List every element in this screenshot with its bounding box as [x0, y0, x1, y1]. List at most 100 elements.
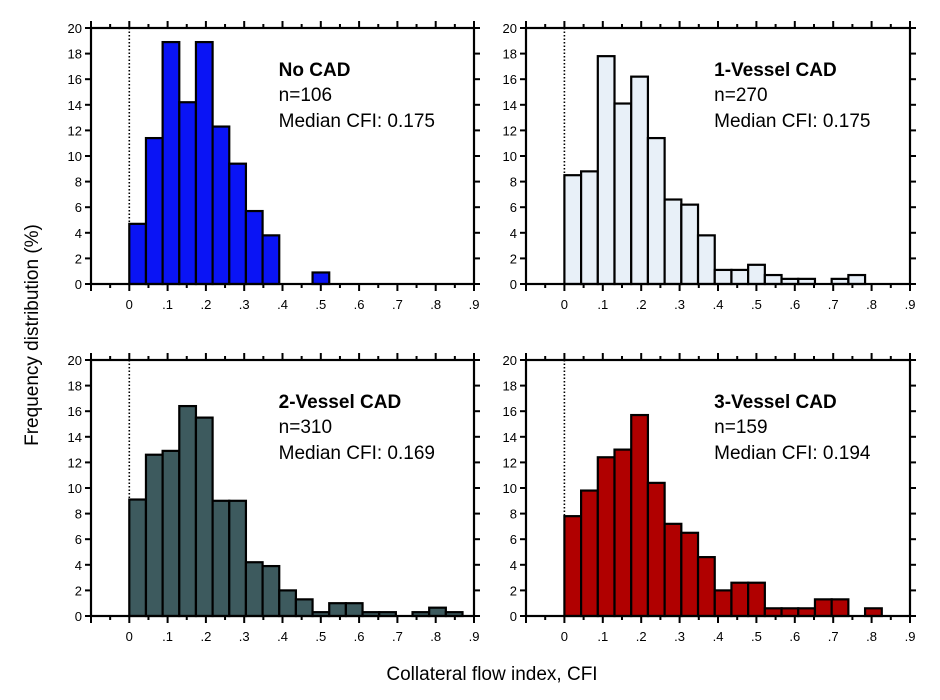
x-tick-label: .4	[277, 297, 288, 312]
histogram-bar	[663, 522, 683, 618]
histogram-bar	[747, 581, 766, 618]
histogram-bar	[144, 453, 164, 618]
panel-title: 1-Vessel CAD	[714, 60, 837, 81]
x-tick-label: .4	[713, 297, 724, 312]
y-tick-label: 2	[510, 251, 517, 266]
x-tick-label: .6	[354, 629, 365, 644]
histogram-bar	[646, 481, 666, 618]
x-tick-label: .5	[315, 297, 326, 312]
y-tick-label: 20	[503, 353, 517, 368]
panel-n-label: n=270	[714, 85, 767, 106]
y-tick-label: 0	[510, 277, 517, 292]
y-tick-label: 14	[503, 430, 517, 445]
y-tick-label: 2	[75, 583, 82, 598]
y-tick-label: 8	[510, 507, 517, 522]
histogram-bar	[178, 101, 198, 286]
y-tick-label: 18	[68, 47, 82, 62]
histogram-bar	[580, 489, 599, 618]
histogram-bar	[663, 198, 683, 286]
x-tick-label: .8	[430, 297, 441, 312]
histogram-bar	[161, 40, 181, 286]
histogram-bar	[730, 268, 750, 286]
histogram-bar	[244, 561, 264, 618]
histogram-bar	[311, 271, 331, 286]
y-tick-label: 8	[510, 175, 517, 190]
x-tick-label: 0	[561, 297, 568, 312]
histogram-bar	[630, 413, 650, 618]
histogram-bar	[696, 556, 716, 618]
y-tick-label: 8	[75, 507, 82, 522]
histogram-bar	[580, 170, 599, 286]
y-tick-label: 6	[75, 532, 82, 547]
x-tick-label: 0	[561, 629, 568, 644]
y-tick-label: 20	[68, 21, 82, 36]
histogram-bar	[428, 606, 447, 618]
x-tick-label: .3	[239, 297, 250, 312]
histogram-bar	[613, 102, 633, 286]
histogram-bar	[244, 209, 264, 286]
y-tick-label: 20	[503, 21, 517, 36]
histogram-bar	[713, 589, 733, 618]
histogram-bar	[261, 234, 281, 286]
y-tick-label: 10	[503, 149, 517, 164]
x-tick-label: .3	[674, 297, 685, 312]
histogram-bar	[813, 598, 833, 618]
histogram-bar	[830, 598, 850, 618]
histogram-bar	[194, 40, 214, 286]
histogram-bar	[278, 589, 298, 618]
histogram-bar	[328, 602, 347, 618]
panel-n-label: n=106	[279, 85, 332, 106]
y-tick-label: 18	[503, 379, 517, 394]
y-tick-label: 12	[68, 123, 82, 138]
x-tick-label: .8	[866, 629, 877, 644]
y-tick-label: 14	[503, 98, 517, 113]
histogram-bar	[763, 273, 783, 286]
histogram-bar	[344, 602, 364, 618]
y-tick-label: 12	[503, 455, 517, 470]
histogram-bar	[178, 404, 198, 618]
histogram-bar	[747, 263, 766, 286]
histogram-bar	[563, 174, 583, 286]
x-tick-label: .9	[905, 297, 916, 312]
x-tick-label: .3	[674, 629, 685, 644]
x-tick-label: .7	[828, 297, 839, 312]
panel-3-vessel-cad: 0 2 4 6 8 10 12 14 16 18 20 0 .1 .2 .3 .4 .5 .6 .7 .8 .9 3-Ve…	[503, 353, 916, 644]
x-tick-label: .9	[469, 297, 480, 312]
x-tick-label: 0	[126, 297, 133, 312]
histogram-bar	[713, 268, 733, 286]
histogram-bar	[228, 162, 248, 286]
x-tick-label: .3	[239, 629, 250, 644]
y-tick-label: 6	[75, 200, 82, 215]
histogram-bar	[211, 499, 231, 618]
panel-title: 3-Vessel CAD	[714, 392, 837, 413]
histogram-bar	[596, 55, 616, 286]
x-tick-label: .7	[392, 297, 403, 312]
histogram-bar	[144, 136, 164, 286]
panel-median-label: Median CFI: 0.175	[279, 111, 435, 132]
y-tick-label: 16	[503, 72, 517, 87]
histogram-bar	[680, 203, 700, 286]
x-axis-title: Collateral flow index, CFI	[386, 664, 597, 685]
histogram-bar	[763, 607, 783, 618]
y-tick-label: 18	[503, 47, 517, 62]
histogram-bar	[563, 515, 583, 618]
histogram-bar	[128, 222, 148, 286]
panel-n-label: n=159	[714, 417, 767, 438]
y-tick-label: 10	[68, 149, 82, 164]
y-tick-label: 16	[68, 72, 82, 87]
x-tick-label: .6	[789, 297, 800, 312]
x-tick-label: .2	[200, 629, 211, 644]
x-tick-label: .4	[277, 629, 288, 644]
panel-2-vessel-cad: 0 2 4 6 8 10 12 14 16 18 20 0 .1 .2 .3 .4 .5 .6 .7 .8 .9 2-Ve…	[68, 353, 480, 644]
histogram-bar	[630, 75, 650, 286]
y-tick-label: 0	[75, 277, 82, 292]
x-tick-label: .9	[905, 629, 916, 644]
histogram-bar	[613, 448, 633, 618]
histogram-bar	[696, 234, 716, 286]
y-tick-label: 4	[75, 226, 82, 241]
y-tick-label: 10	[68, 481, 82, 496]
x-tick-label: .2	[200, 297, 211, 312]
y-tick-label: 4	[75, 558, 82, 573]
